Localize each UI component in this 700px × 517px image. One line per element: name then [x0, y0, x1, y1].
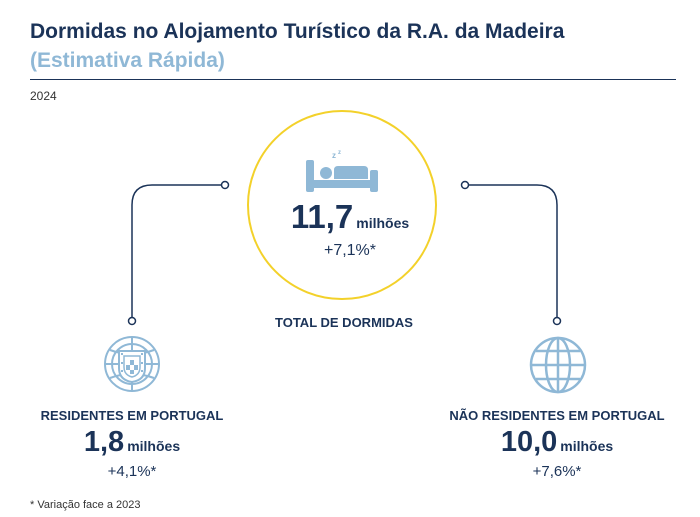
non-residents-number: 10,0	[500, 426, 558, 458]
svg-text:z: z	[338, 150, 341, 156]
non-residents-variation: +7,6%*	[532, 463, 582, 480]
residents-label: RESIDENTES EM PORTUGAL	[40, 408, 224, 423]
non-residents-label: NÃO RESIDENTES EM PORTUGAL	[449, 408, 665, 423]
total-value: 11,7 milhões	[0, 198, 700, 236]
non-residents-unit: milhões	[560, 438, 614, 454]
footnote: * Variação face a 2023	[30, 499, 141, 511]
title-divider	[30, 79, 676, 80]
residents-variation: +4,1%*	[107, 463, 157, 480]
total-label: TOTAL DE DORMIDAS	[275, 315, 413, 330]
residents-value: 1,8 milhões	[12, 426, 252, 459]
globe-icon	[529, 336, 587, 394]
page-title: Dormidas no Alojamento Turístico da R.A.…	[30, 20, 565, 43]
total-variation: +7,1%*	[323, 242, 377, 259]
total-number: 11,7	[290, 198, 354, 235]
residents-unit: milhões	[127, 438, 181, 454]
bed-icon: z z	[306, 150, 378, 192]
year-label: 2024	[30, 89, 57, 103]
svg-text:z: z	[332, 151, 336, 160]
residents-number: 1,8	[83, 426, 125, 458]
page-subtitle: (Estimativa Rápida)	[30, 49, 225, 72]
non-residents-value: 10,0 milhões	[437, 426, 677, 459]
total-highlight-circle	[247, 110, 437, 300]
total-unit: milhões	[356, 215, 410, 231]
portugal-coat-of-arms-icon	[104, 336, 160, 392]
